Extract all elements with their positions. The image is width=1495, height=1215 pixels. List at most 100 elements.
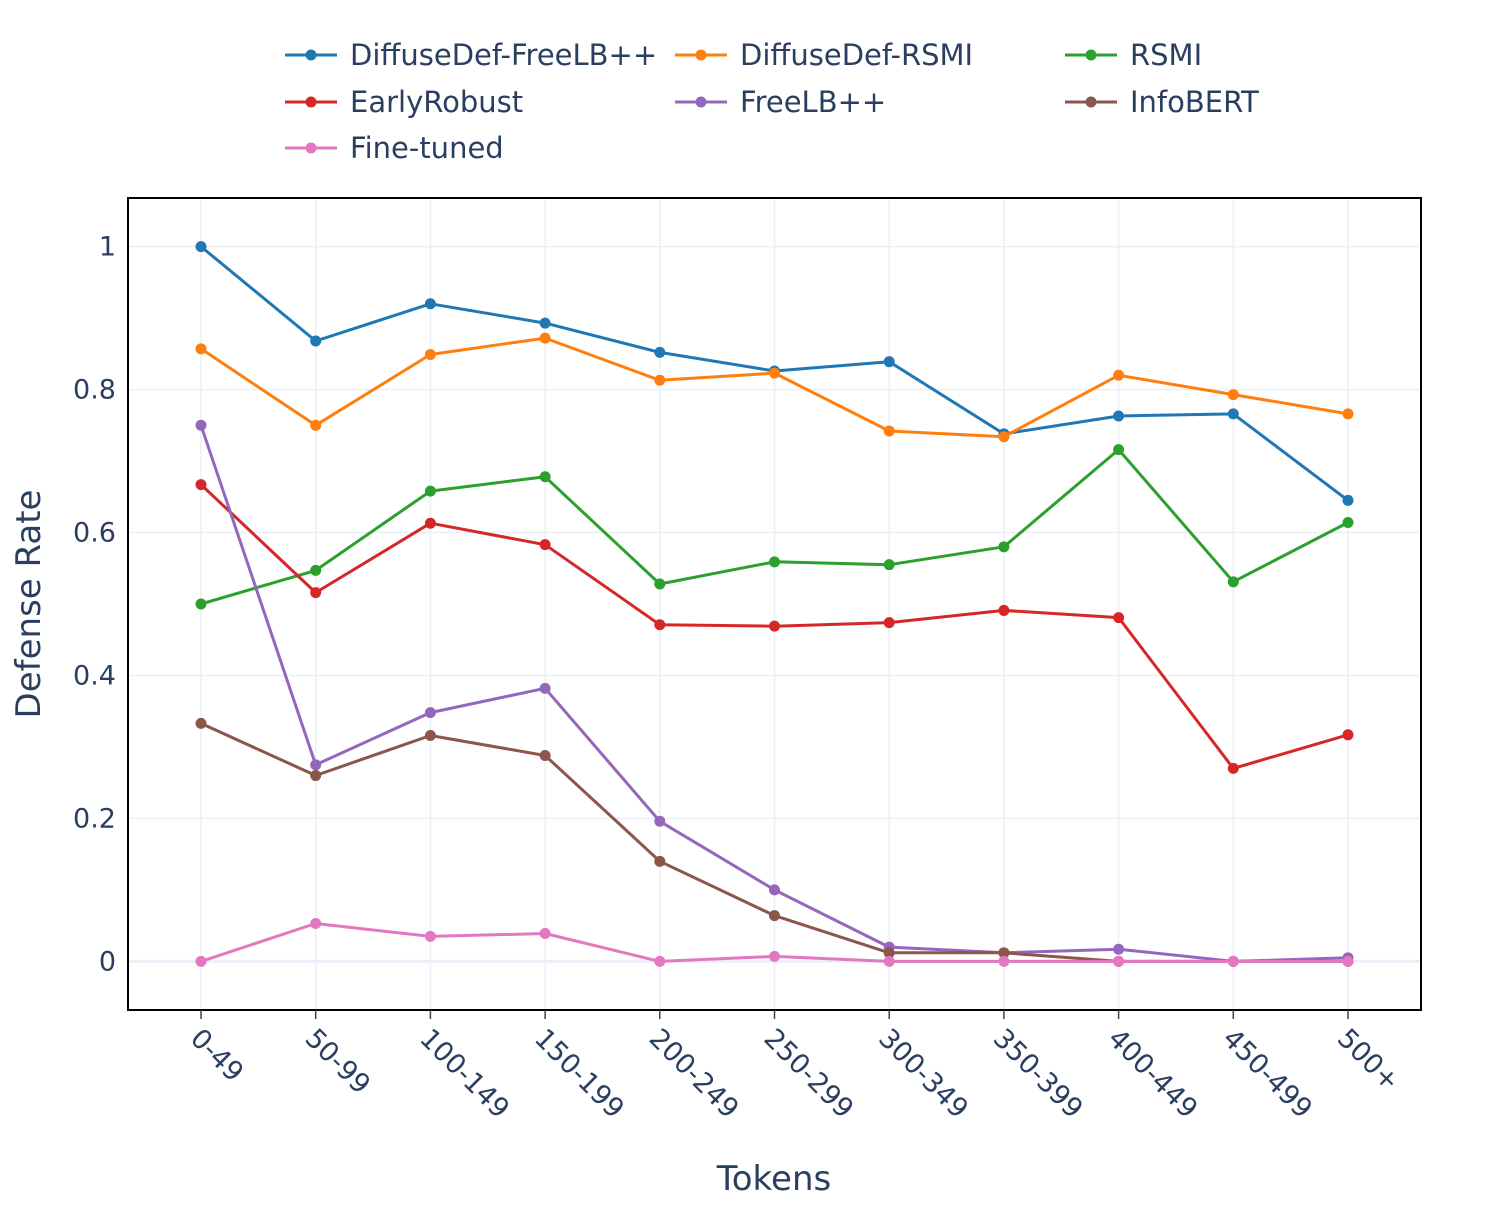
data-point [424, 349, 436, 361]
data-point [654, 619, 666, 631]
data-point [998, 604, 1010, 616]
data-point [1113, 444, 1125, 456]
y-axis-title: Defense Rate [9, 490, 49, 719]
data-point [769, 884, 780, 896]
data-point [1342, 408, 1354, 420]
data-point [539, 928, 551, 940]
x-axis-ticks: 0-49 50-99 100-149 150-199 200-249 250-299 300… [184, 1010, 1405, 1125]
x-tick-label: 50-99 [299, 1023, 376, 1100]
series-diffusedef-rsmi [195, 332, 1354, 443]
series-layer [195, 241, 1354, 967]
data-point [998, 431, 1010, 443]
data-point [310, 759, 322, 771]
x-tick-label: 500+ [1331, 1023, 1405, 1097]
data-point [310, 564, 322, 576]
data-point [539, 682, 551, 694]
y-tick-label: 0.8 [73, 375, 116, 406]
data-point [195, 241, 207, 253]
data-point [539, 317, 551, 329]
legend-marker [305, 49, 317, 61]
data-point [1227, 408, 1239, 420]
data-point [883, 947, 895, 959]
data-point [998, 947, 1010, 959]
data-point [883, 425, 895, 437]
data-point [1113, 943, 1125, 955]
data-point [195, 955, 207, 967]
data-point [1227, 955, 1239, 967]
legend-marker [305, 142, 317, 154]
data-point [883, 356, 895, 368]
x-tick-label: 300-349 [872, 1023, 974, 1125]
data-point [195, 419, 207, 431]
legend-marker [695, 96, 707, 108]
data-point [310, 770, 322, 782]
data-point [769, 556, 780, 568]
data-point [539, 471, 551, 483]
legend-label: FreeLB++ [740, 85, 886, 119]
data-point [998, 955, 1010, 967]
data-point [310, 419, 322, 431]
data-point [195, 717, 207, 729]
y-tick-label: 0 [99, 946, 116, 977]
x-tick-label: 350-399 [987, 1023, 1089, 1125]
y-tick-label: 0.4 [73, 660, 116, 691]
legend-marker [695, 49, 707, 61]
data-point [654, 955, 666, 967]
legend-item[interactable]: InfoBERT [1065, 85, 1259, 119]
x-tick-label: 450-499 [1216, 1023, 1318, 1125]
legend-item[interactable]: DiffuseDef-FreeLB++ [285, 38, 657, 72]
legend-item[interactable]: EarlyRobust [285, 85, 523, 119]
data-point [654, 374, 666, 386]
data-point [424, 298, 436, 310]
legend-label: Fine-tuned [350, 131, 504, 165]
data-point [1342, 517, 1354, 529]
x-tick-label: 200-249 [643, 1023, 745, 1125]
y-tick-label: 1 [99, 232, 116, 263]
legend-label: EarlyRobust [350, 85, 523, 119]
data-point [998, 541, 1010, 553]
data-point [424, 517, 436, 529]
data-point [195, 343, 207, 355]
legend-label: RSMI [1130, 38, 1202, 72]
legend: DiffuseDef-FreeLB++ DiffuseDef-RSMI RSMI Ea… [285, 38, 1259, 165]
data-point [310, 335, 322, 347]
x-tick-label: 100-149 [413, 1023, 515, 1125]
data-point [424, 485, 436, 497]
data-point [883, 559, 895, 571]
data-point [883, 617, 895, 629]
data-point [1113, 955, 1125, 967]
data-point [424, 930, 436, 942]
data-point [1342, 955, 1354, 967]
legend-marker [1085, 49, 1097, 61]
data-point [1113, 612, 1125, 624]
data-point [1227, 576, 1239, 588]
data-point [654, 578, 666, 590]
legend-item[interactable]: DiffuseDef-RSMI [675, 38, 973, 72]
data-point [424, 707, 436, 719]
legend-item[interactable]: Fine-tuned [285, 131, 504, 165]
data-point [769, 950, 780, 962]
data-point [1227, 762, 1239, 774]
data-point [769, 910, 780, 922]
data-point [1113, 410, 1125, 422]
data-point [654, 855, 666, 867]
data-point [1227, 389, 1239, 401]
data-point [539, 332, 551, 344]
x-tick-label: 150-199 [528, 1023, 630, 1125]
y-tick-label: 0.2 [73, 803, 116, 834]
data-point [883, 955, 895, 967]
legend-label: InfoBERT [1130, 85, 1259, 119]
data-point [195, 479, 207, 491]
x-tick-label: 250-299 [758, 1023, 860, 1125]
legend-item[interactable]: RSMI [1065, 38, 1202, 72]
x-tick-label: 400-449 [1102, 1023, 1204, 1125]
legend-item[interactable]: FreeLB++ [675, 85, 886, 119]
data-point [539, 750, 551, 762]
series-earlyrobust [195, 479, 1354, 774]
y-tick-label: 0.6 [73, 518, 116, 549]
x-axis-title: Tokens [716, 1159, 831, 1199]
data-point [424, 730, 436, 742]
legend-label: DiffuseDef-RSMI [740, 38, 973, 72]
data-point [1342, 729, 1354, 741]
